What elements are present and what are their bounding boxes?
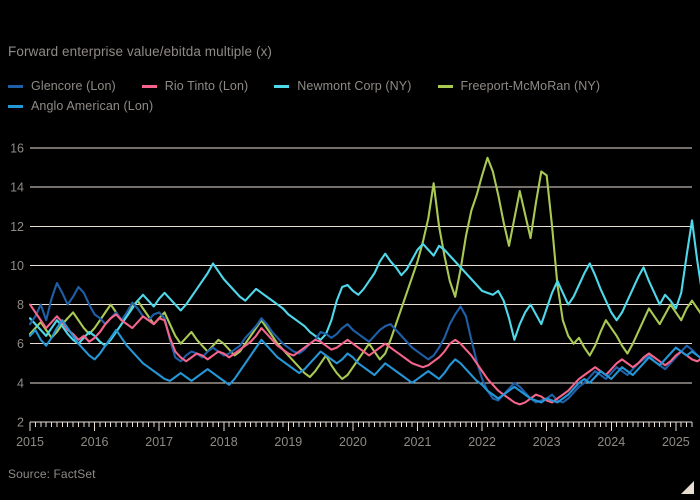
x-axis	[29, 421, 693, 431]
series-line-glencore-lon	[28, 281, 700, 404]
legend-row-1: Glencore (Lon) Rio Tinto (Lon) Newmont C…	[8, 76, 698, 96]
series-line-freeport-mcmoran-ny	[28, 156, 700, 380]
legend-label-newmont: Newmont Corp (NY)	[297, 79, 412, 93]
y-axis-label: 10	[10, 259, 24, 273]
corner-marker-triangle	[681, 481, 694, 494]
y-axis-label: 8	[17, 298, 24, 312]
series-line-anglo-american-lon	[28, 319, 700, 404]
data-series-group	[28, 156, 700, 406]
legend-label-rio-tinto: Rio Tinto (Lon)	[164, 79, 249, 93]
x-axis-label: 2024	[597, 435, 625, 449]
legend-item-anglo-american[interactable]: Anglo American (Lon)	[8, 96, 153, 116]
x-axis-label: 2022	[468, 435, 496, 449]
legend-swatch-newmont	[274, 84, 290, 88]
x-axis-label: 2015	[16, 435, 44, 449]
legend-swatch-glencore	[8, 84, 23, 88]
legend-swatch-anglo-american	[8, 104, 23, 108]
y-axis-tick-labels: 2 4 6 8 10 12 14 16	[10, 142, 24, 430]
legend-item-freeport[interactable]: Freeport-McMoRan (NY)	[437, 76, 601, 96]
y-axis-label: 4	[17, 376, 24, 390]
source-note: Source: FactSet	[8, 467, 96, 481]
y-axis-label: 2	[17, 416, 24, 430]
x-axis-label: 2021	[404, 435, 432, 449]
series-line-newmont-corp-ny	[28, 219, 700, 347]
chart-legend: Glencore (Lon) Rio Tinto (Lon) Newmont C…	[8, 76, 698, 116]
legend-item-glencore[interactable]: Glencore (Lon)	[8, 76, 116, 96]
y-axis-label: 6	[17, 337, 24, 351]
x-axis-label: 2019	[274, 435, 302, 449]
legend-label-glencore: Glencore (Lon)	[31, 79, 116, 93]
x-axis-label: 2017	[145, 435, 173, 449]
legend-item-newmont[interactable]: Newmont Corp (NY)	[274, 76, 411, 96]
legend-row-2: Anglo American (Lon)	[8, 96, 698, 116]
x-axis-label: 2025	[662, 435, 690, 449]
legend-swatch-rio-tinto	[141, 84, 157, 88]
x-axis-label: 2023	[533, 435, 561, 449]
series-line-rio-tinto-lon	[28, 303, 700, 406]
y-axis-label: 16	[10, 142, 24, 156]
x-axis-label: 2018	[210, 435, 238, 449]
legend-swatch-freeport	[437, 84, 453, 88]
legend-label-anglo-american: Anglo American (Lon)	[31, 99, 154, 113]
chart-title: Forward enterprise value/ebitda multiple…	[8, 44, 273, 59]
y-axis-label: 14	[10, 181, 24, 195]
x-axis-label: 2016	[81, 435, 109, 449]
legend-label-freeport: Freeport-McMoRan (NY)	[460, 79, 601, 93]
x-axis-tick-labels: 2015 2016 2017 2018 2019 2020 2021 2022 2023 2024…	[16, 435, 690, 449]
y-axis-label: 12	[10, 220, 24, 234]
legend-item-rio-tinto[interactable]: Rio Tinto (Lon)	[141, 76, 249, 96]
x-axis-label: 2020	[339, 435, 367, 449]
